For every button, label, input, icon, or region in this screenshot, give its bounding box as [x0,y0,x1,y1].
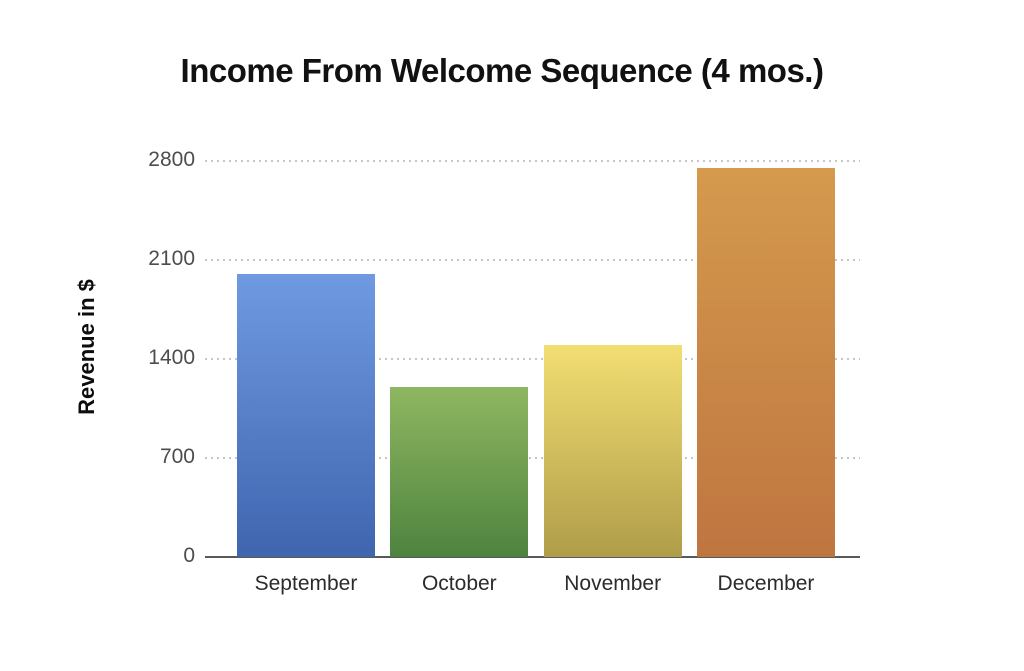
gridline-700 [205,457,860,459]
y-tick-label-2800: 2800 [148,148,195,171]
x-tick-label-november: November [564,572,662,595]
x-tick-label-october: October [421,572,497,595]
chart-title: Income From Welcome Sequence (4 mos.) [180,52,824,89]
gridline-2100 [205,259,860,261]
gridline-2800 [205,160,860,162]
x-axis-line [205,556,860,558]
x-tick-label-september: September [254,572,358,595]
x-tick-label-december: December [717,572,815,595]
y-tick-label-1400: 1400 [148,346,195,369]
bar-october [390,387,529,557]
bar-november [543,344,682,557]
y-tick-label-0: 0 [183,544,195,567]
bar-december [696,168,835,557]
gridline-1400 [205,358,860,360]
y-tick-label-2100: 2100 [148,247,195,270]
y-tick-label-700: 700 [159,445,195,468]
bar-september [237,274,375,557]
